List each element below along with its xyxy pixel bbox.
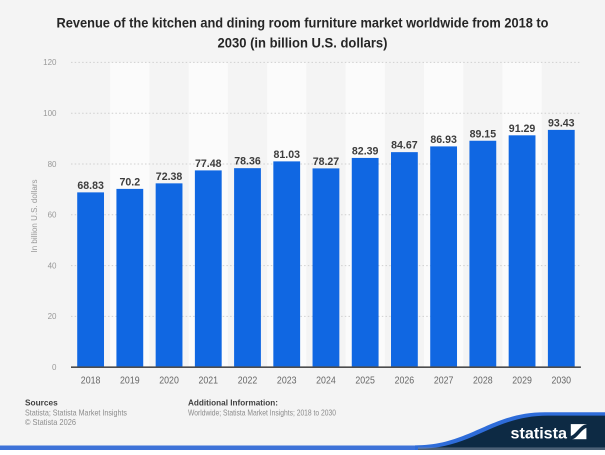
svg-text:72.38: 72.38 bbox=[156, 171, 183, 183]
svg-text:120: 120 bbox=[43, 58, 57, 67]
svg-text:81.03: 81.03 bbox=[273, 149, 300, 161]
svg-text:78.36: 78.36 bbox=[234, 156, 261, 168]
svg-text:0: 0 bbox=[52, 363, 57, 372]
svg-text:2018: 2018 bbox=[81, 375, 101, 387]
svg-text:© Statista 2026: © Statista 2026 bbox=[25, 417, 76, 427]
svg-text:80: 80 bbox=[48, 160, 57, 169]
svg-text:86.93: 86.93 bbox=[430, 134, 457, 146]
svg-text:2025: 2025 bbox=[355, 375, 375, 387]
svg-text:100: 100 bbox=[43, 109, 57, 118]
svg-text:2021: 2021 bbox=[198, 375, 218, 387]
svg-text:93.43: 93.43 bbox=[548, 117, 575, 129]
svg-text:2029: 2029 bbox=[512, 375, 532, 387]
svg-text:Worldwide; Statista Market Ins: Worldwide; Statista Market Insights; 201… bbox=[188, 408, 336, 418]
svg-text:2019: 2019 bbox=[120, 375, 140, 387]
svg-text:82.39: 82.39 bbox=[352, 145, 379, 157]
svg-text:91.29: 91.29 bbox=[509, 123, 536, 135]
svg-text:84.67: 84.67 bbox=[391, 140, 418, 152]
svg-text:Statista; Statista Market Insi: Statista; Statista Market Insights bbox=[25, 408, 127, 418]
svg-text:2024: 2024 bbox=[316, 375, 336, 387]
svg-text:77.48: 77.48 bbox=[195, 158, 222, 170]
svg-text:2030: 2030 bbox=[551, 375, 571, 387]
svg-text:20: 20 bbox=[48, 312, 57, 321]
svg-text:40: 40 bbox=[48, 261, 57, 270]
svg-text:60: 60 bbox=[48, 211, 57, 220]
svg-text:Additional Information:: Additional Information: bbox=[188, 398, 278, 408]
svg-text:78.27: 78.27 bbox=[313, 156, 340, 168]
svg-text:In billion U.S. dollars: In billion U.S. dollars bbox=[30, 180, 39, 253]
svg-text:2027: 2027 bbox=[434, 375, 454, 387]
svg-text:89.15: 89.15 bbox=[470, 128, 497, 140]
svg-text:Revenue of the kitchen and din: Revenue of the kitchen and dining room f… bbox=[57, 15, 549, 30]
svg-text:2026: 2026 bbox=[395, 375, 415, 387]
svg-text:2023: 2023 bbox=[277, 375, 297, 387]
svg-text:68.83: 68.83 bbox=[77, 180, 104, 192]
svg-text:statista: statista bbox=[511, 425, 568, 442]
svg-text:2020: 2020 bbox=[159, 375, 179, 387]
svg-text:2028: 2028 bbox=[473, 375, 493, 387]
svg-text:Sources: Sources bbox=[25, 398, 58, 408]
svg-text:70.2: 70.2 bbox=[120, 176, 141, 188]
svg-text:2030 (in billion U.S. dollars): 2030 (in billion U.S. dollars) bbox=[218, 35, 388, 50]
svg-text:2022: 2022 bbox=[238, 375, 258, 387]
